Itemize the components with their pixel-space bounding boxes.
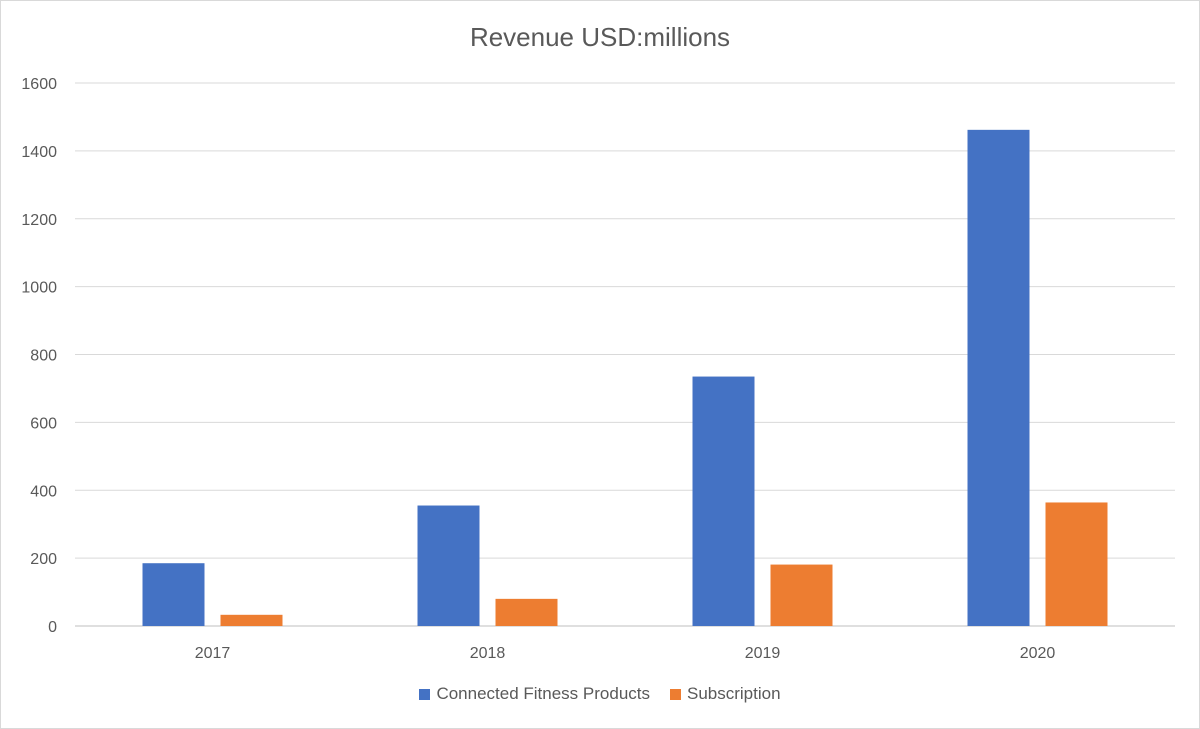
bar-subscription-2020 <box>1045 502 1108 626</box>
bar-subscription-2017 <box>220 614 283 626</box>
chart-legend: Connected Fitness Products Subscription <box>0 684 1200 704</box>
legend-swatch-subscription <box>670 688 681 700</box>
x-tick-label: 2018 <box>470 645 506 662</box>
x-tick-label: 2017 <box>195 645 231 662</box>
y-tick-label: 0 <box>48 619 57 636</box>
y-tick-label: 1600 <box>21 76 57 93</box>
y-tick-label: 400 <box>30 483 57 500</box>
legend-swatch-connected-fitness <box>419 688 431 700</box>
bar-subscription-2019 <box>770 564 833 626</box>
x-tick-label: 2019 <box>745 645 781 662</box>
legend-item-subscription: Subscription <box>670 684 781 704</box>
bar-connected-fitness-2017 <box>142 563 205 626</box>
bar-connected-fitness-2020 <box>967 129 1030 627</box>
legend-item-connected-fitness: Connected Fitness Products <box>419 684 650 704</box>
y-tick-label: 600 <box>30 415 57 432</box>
y-tick-label: 1000 <box>21 280 57 297</box>
chart-title: Revenue USD:millions <box>469 22 731 52</box>
bar-connected-fitness-2019 <box>692 376 755 626</box>
bar-subscription-2018 <box>495 598 558 626</box>
y-tick-label: 1200 <box>21 212 57 229</box>
x-tick-label: 2020 <box>1020 645 1056 662</box>
legend-label-connected-fitness: Connected Fitness Products <box>436 684 650 703</box>
y-tick-label: 1400 <box>21 144 57 161</box>
legend-label-subscription: Subscription <box>687 684 781 703</box>
bar-connected-fitness-2018 <box>417 505 480 626</box>
y-tick-label: 800 <box>30 348 57 365</box>
y-tick-label: 200 <box>30 551 57 568</box>
